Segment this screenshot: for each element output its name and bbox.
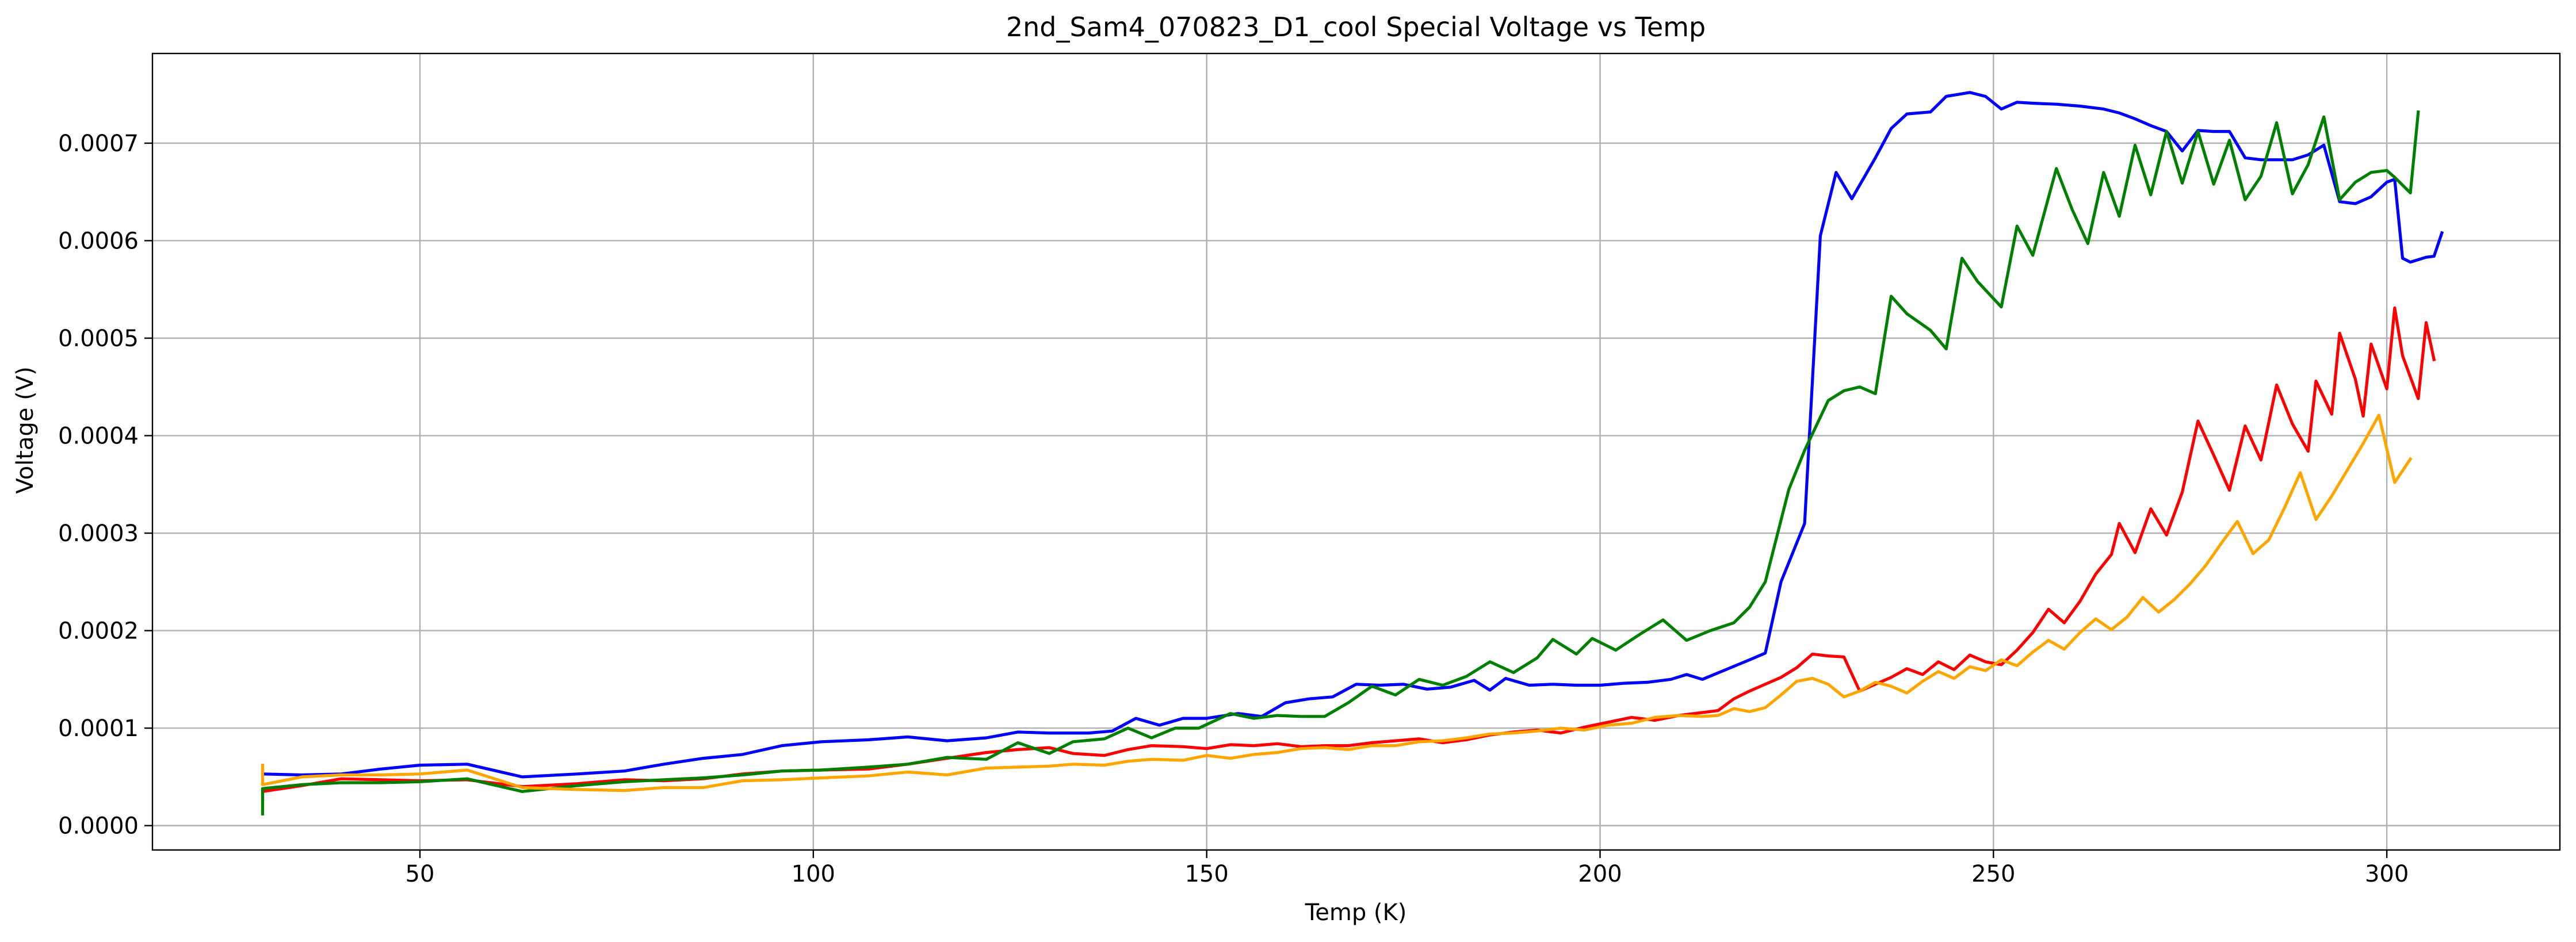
y-tick-label: 0.0003 xyxy=(58,520,139,547)
y-axis-label: Voltage (V) xyxy=(12,366,39,493)
plot-frame xyxy=(151,52,2561,851)
series-line-4 xyxy=(261,413,2413,792)
y-tick-label: 0.0000 xyxy=(58,813,139,840)
series-layer xyxy=(261,91,2444,815)
chart-title: 2nd_Sam4_070823_D1_cool Special Voltage … xyxy=(1006,12,1706,43)
y-tick-label: 0.0007 xyxy=(58,131,139,157)
x-tick-label: 50 xyxy=(406,861,435,887)
series-line-1 xyxy=(261,91,2444,779)
tick-layer: 50 100 150 200 250 300 0.0000 0.0001 0.0002 0.000… xyxy=(58,131,2409,887)
x-tick-label: 100 xyxy=(792,861,835,887)
x-tick-label: 200 xyxy=(1578,861,1622,887)
y-tick-label: 0.0004 xyxy=(58,423,139,450)
series-line-3 xyxy=(261,110,2420,815)
x-axis-label: Temp (K) xyxy=(1305,899,1407,926)
y-tick-label: 0.0002 xyxy=(58,618,139,645)
y-tick-label: 0.0001 xyxy=(58,715,139,742)
y-tick-label: 0.0005 xyxy=(58,326,139,352)
y-tick-label: 0.0006 xyxy=(58,228,139,254)
grid-layer xyxy=(152,53,2560,850)
x-tick-label: 300 xyxy=(2365,861,2409,887)
x-tick-label: 150 xyxy=(1184,861,1228,887)
x-tick-label: 250 xyxy=(1971,861,2015,887)
